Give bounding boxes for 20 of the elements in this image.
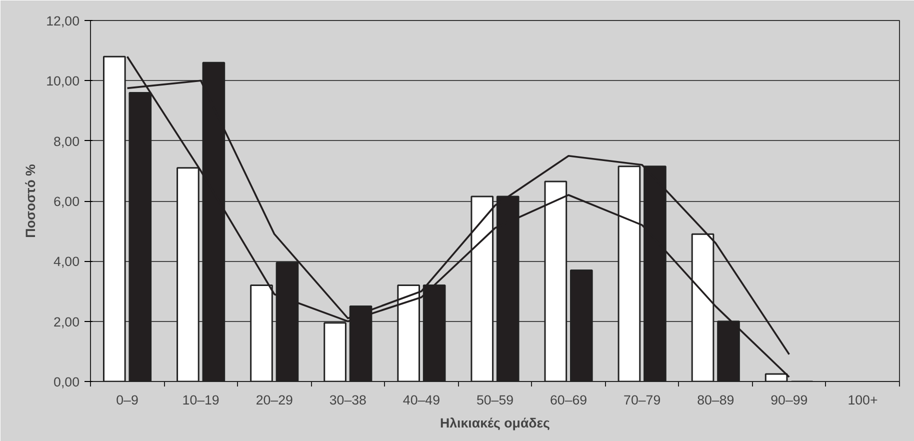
x-axis-title: Ηλικιακές ομάδες	[440, 416, 550, 430]
y-tick-label: 4,00	[54, 254, 80, 270]
x-tick-label: 80–89	[697, 392, 734, 408]
x-tick-label: 70–79	[624, 392, 661, 408]
x-tick-label: 10–19	[182, 392, 220, 408]
x-tick-label: 20–29	[256, 392, 293, 408]
y-tick-label: 8,00	[54, 134, 80, 149]
x-tick-label: 30–38	[329, 392, 366, 408]
x-tick-label: 60–69	[550, 392, 588, 408]
y-tick-label: 6,00	[54, 194, 80, 209]
y-tick-label: 10,00	[46, 74, 80, 89]
y-tick-label: 2,00	[54, 314, 80, 330]
x-tick-label: 0–9	[116, 392, 138, 408]
x-tick-label: 40–49	[402, 392, 440, 408]
y-axis-title: Ποσοστό %	[23, 164, 38, 238]
x-tick-label: 50–59	[476, 392, 514, 408]
y-tick-label: 0,00	[54, 374, 80, 390]
x-tick-label: 100+	[848, 392, 878, 408]
y-tick-label: 12,00	[46, 14, 80, 28]
x-tick-label: 90–99	[770, 392, 808, 408]
